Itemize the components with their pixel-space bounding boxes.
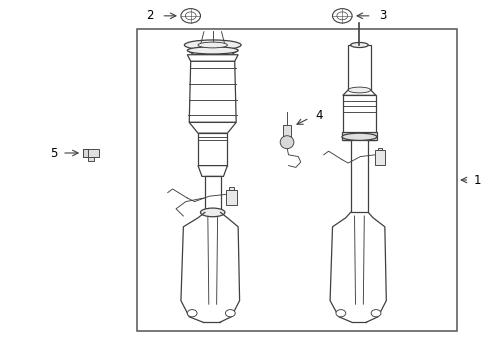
Bar bbox=[374, 150, 384, 165]
Text: 2: 2 bbox=[146, 9, 154, 22]
Ellipse shape bbox=[181, 9, 200, 23]
Ellipse shape bbox=[200, 208, 224, 217]
Bar bbox=[88, 157, 94, 161]
Text: 5: 5 bbox=[50, 147, 57, 159]
Bar bbox=[342, 95, 375, 140]
Ellipse shape bbox=[335, 310, 345, 317]
Polygon shape bbox=[187, 50, 238, 55]
Ellipse shape bbox=[225, 310, 235, 317]
Polygon shape bbox=[187, 55, 238, 61]
Ellipse shape bbox=[341, 133, 376, 140]
Polygon shape bbox=[189, 122, 236, 133]
Bar bbox=[83, 149, 87, 157]
Bar bbox=[198, 133, 227, 166]
Bar bbox=[83, 149, 99, 157]
Bar bbox=[341, 132, 376, 140]
Bar bbox=[137, 29, 456, 331]
Ellipse shape bbox=[185, 12, 196, 20]
Text: 1: 1 bbox=[472, 174, 480, 186]
Ellipse shape bbox=[198, 42, 227, 48]
Ellipse shape bbox=[280, 136, 293, 149]
Ellipse shape bbox=[370, 310, 380, 317]
Bar bbox=[350, 140, 367, 212]
Ellipse shape bbox=[347, 87, 370, 93]
Polygon shape bbox=[198, 166, 227, 176]
Bar bbox=[347, 45, 370, 90]
Polygon shape bbox=[342, 90, 375, 95]
Ellipse shape bbox=[184, 40, 241, 50]
Text: 4: 4 bbox=[315, 109, 322, 122]
Bar bbox=[377, 148, 381, 150]
Bar bbox=[228, 187, 233, 190]
Bar bbox=[225, 190, 236, 205]
Text: 3: 3 bbox=[378, 9, 386, 22]
Ellipse shape bbox=[336, 12, 347, 20]
Bar bbox=[204, 176, 220, 212]
Ellipse shape bbox=[187, 310, 197, 317]
Ellipse shape bbox=[187, 47, 238, 54]
Polygon shape bbox=[189, 61, 236, 122]
Ellipse shape bbox=[350, 42, 367, 48]
Ellipse shape bbox=[332, 9, 351, 23]
Bar bbox=[283, 125, 290, 138]
